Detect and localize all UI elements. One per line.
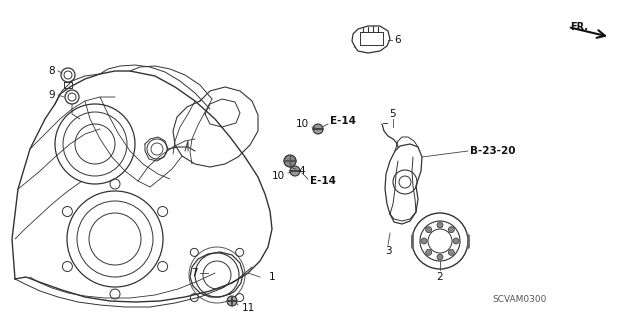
Circle shape [437, 254, 443, 260]
Text: 7: 7 [191, 268, 197, 278]
Circle shape [426, 227, 432, 233]
Text: E-14: E-14 [310, 176, 336, 186]
Text: 2: 2 [436, 272, 444, 282]
Text: 5: 5 [390, 109, 396, 119]
Text: B-23-20: B-23-20 [470, 146, 515, 156]
Circle shape [448, 227, 454, 233]
Circle shape [227, 296, 237, 306]
Text: 6: 6 [395, 35, 401, 45]
Circle shape [421, 238, 427, 244]
Circle shape [453, 238, 459, 244]
Text: 10: 10 [271, 171, 285, 181]
Circle shape [284, 155, 296, 167]
Text: 8: 8 [49, 66, 55, 76]
Circle shape [313, 124, 323, 134]
Text: 4: 4 [299, 166, 305, 176]
Text: E-14: E-14 [330, 116, 356, 126]
Text: 10: 10 [296, 119, 308, 129]
Circle shape [437, 222, 443, 228]
Circle shape [290, 166, 300, 176]
Text: 3: 3 [385, 246, 391, 256]
Circle shape [448, 249, 454, 255]
Text: SCVAM0300: SCVAM0300 [493, 294, 547, 303]
Text: 9: 9 [49, 90, 55, 100]
Text: 1: 1 [269, 272, 275, 282]
Circle shape [426, 249, 432, 255]
Text: 11: 11 [241, 303, 255, 313]
Text: FR.: FR. [570, 22, 588, 32]
